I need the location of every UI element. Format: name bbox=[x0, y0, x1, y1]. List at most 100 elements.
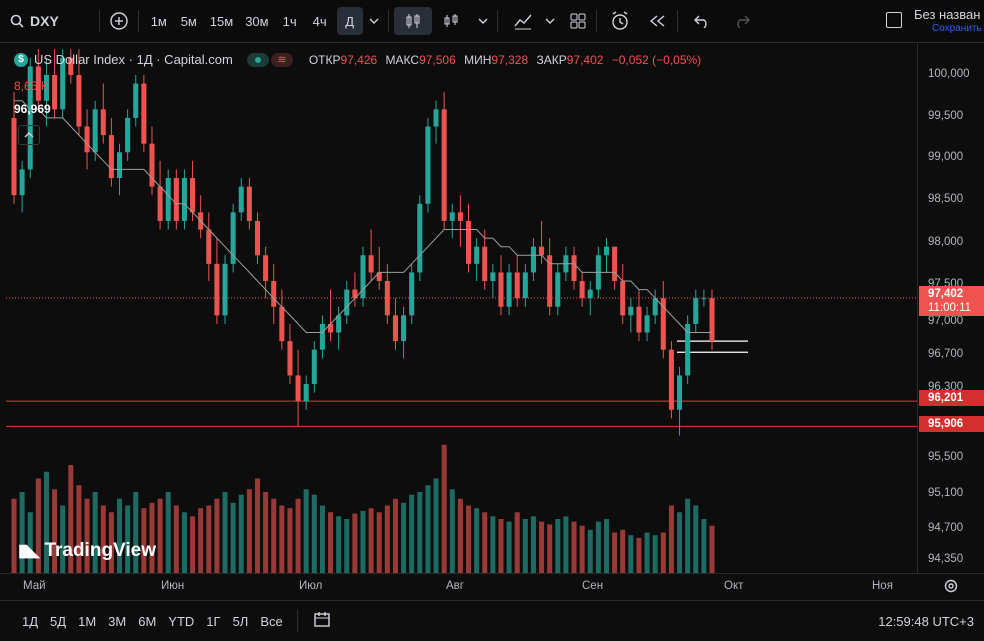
range-button-5[interactable]: YTD bbox=[168, 613, 195, 629]
volume-bar bbox=[271, 498, 277, 573]
time-label: Авг bbox=[446, 580, 464, 592]
time-axis[interactable]: Май Июн Июл Авг Сен Окт Ноя bbox=[0, 573, 984, 600]
candle-body bbox=[116, 152, 123, 179]
redo-button[interactable] bbox=[729, 7, 755, 35]
compare-button[interactable] bbox=[105, 7, 133, 35]
price-chart[interactable] bbox=[0, 43, 917, 573]
candle-body bbox=[644, 315, 650, 333]
candle-body bbox=[514, 272, 520, 299]
range-button-1[interactable]: 5Д bbox=[50, 613, 67, 629]
search-icon bbox=[10, 14, 24, 28]
timeframe-5[interactable]: 4ч bbox=[312, 13, 327, 29]
candle-body bbox=[84, 126, 90, 153]
volume-bar bbox=[76, 485, 82, 573]
volume-bar bbox=[425, 485, 431, 573]
time-label: Июл bbox=[299, 580, 323, 592]
clock-timezone[interactable]: 12:59:48 UTC+3 bbox=[878, 613, 974, 629]
volume-bar bbox=[165, 492, 171, 573]
timeframe-4[interactable]: 1ч bbox=[282, 13, 297, 29]
change-value: −0,052 (−0,05%) bbox=[611, 52, 702, 67]
indicators-dropdown[interactable] bbox=[541, 7, 559, 35]
current-price-tag: 97,402 11:00:11 bbox=[919, 286, 984, 316]
candle-body bbox=[587, 289, 593, 299]
alert-button[interactable] bbox=[606, 7, 634, 35]
symbol-name: DXY bbox=[30, 13, 59, 29]
volume-bar bbox=[311, 494, 317, 573]
bar-type-button[interactable] bbox=[438, 7, 464, 35]
candle-body bbox=[677, 375, 683, 410]
price-tick: 98,500 bbox=[928, 193, 964, 205]
volume-bar bbox=[336, 516, 342, 573]
range-button-8[interactable]: Все bbox=[260, 613, 283, 629]
volume-bar bbox=[555, 519, 561, 573]
volume-bar bbox=[352, 513, 358, 573]
time-label: Май bbox=[23, 580, 46, 592]
candle-body bbox=[287, 341, 293, 376]
goto-date-button[interactable] bbox=[313, 610, 331, 633]
volume-bar bbox=[620, 529, 626, 573]
volume-bar bbox=[579, 525, 585, 573]
range-button-4[interactable]: 6М bbox=[138, 613, 157, 629]
chart-pane[interactable] bbox=[0, 43, 917, 573]
volume-bar bbox=[644, 532, 650, 573]
high-label: МАКС bbox=[385, 52, 420, 67]
divider bbox=[387, 10, 389, 32]
volume-bar bbox=[319, 505, 325, 573]
layout-button[interactable] bbox=[565, 7, 591, 35]
timeframe-3[interactable]: 30м bbox=[245, 13, 269, 29]
volume-bar bbox=[668, 505, 674, 573]
timeframe-1[interactable]: 5м bbox=[180, 13, 197, 29]
chevron-down-icon bbox=[545, 18, 555, 24]
checkbox-icon[interactable] bbox=[886, 12, 902, 28]
volume-bar bbox=[287, 508, 293, 573]
volume-bar bbox=[230, 502, 236, 573]
candle-body bbox=[133, 83, 139, 118]
current-price-value: 97,402 bbox=[928, 288, 964, 300]
candle-body bbox=[230, 212, 236, 264]
range-button-7[interactable]: 5Л bbox=[232, 613, 249, 629]
volume-bar bbox=[295, 498, 301, 573]
range-button-6[interactable]: 1Г bbox=[206, 613, 221, 629]
price-tick: 95,500 bbox=[928, 451, 964, 463]
divider bbox=[296, 610, 298, 632]
candle-body bbox=[173, 178, 179, 221]
indicators-button[interactable] bbox=[509, 7, 537, 35]
candles-chart-type-button[interactable] bbox=[393, 7, 432, 35]
status-dot-icon bbox=[246, 52, 269, 67]
timeframe-0[interactable]: 1м bbox=[150, 13, 167, 29]
timeframe-dropdown[interactable] bbox=[365, 7, 383, 35]
candle-body bbox=[555, 272, 561, 307]
candle-body bbox=[628, 306, 634, 316]
collapse-legend-button[interactable] bbox=[18, 125, 40, 145]
volume-bar bbox=[409, 494, 415, 573]
candle-body bbox=[660, 298, 666, 350]
volume-bar bbox=[157, 498, 163, 573]
candle-body bbox=[328, 323, 334, 333]
close-label: ЗАКР bbox=[536, 52, 567, 67]
volume-bar bbox=[328, 512, 334, 573]
legend-title[interactable]: US Dollar Index · 1Д · Capital.com bbox=[34, 52, 233, 67]
chevron-up-icon bbox=[24, 132, 34, 138]
price-scale[interactable]: 100,000 99,500 99,000 98,500 98,000 97,500 97,… bbox=[917, 43, 984, 573]
settings-button[interactable] bbox=[943, 578, 959, 599]
timeframe-6[interactable]: Д bbox=[336, 7, 363, 35]
volume-bar bbox=[506, 521, 512, 573]
volume-bar bbox=[263, 492, 269, 573]
undo-button[interactable] bbox=[689, 7, 715, 35]
range-button-0[interactable]: 1Д bbox=[22, 613, 39, 629]
replay-button[interactable] bbox=[644, 7, 672, 35]
tradingview-logo[interactable]: ▮◣ TradingView bbox=[18, 540, 156, 562]
range-button-3[interactable]: 3М bbox=[108, 613, 127, 629]
candle-body bbox=[19, 169, 25, 196]
chart-type-dropdown[interactable] bbox=[474, 7, 492, 35]
candle-body bbox=[449, 212, 455, 221]
dollar-icon: $ bbox=[14, 52, 28, 67]
volume-bar bbox=[190, 516, 196, 573]
timeframe-2[interactable]: 15м bbox=[209, 13, 234, 29]
layout-title[interactable]: Без назван Сохранить bbox=[914, 8, 984, 36]
range-button-2[interactable]: 1М bbox=[78, 613, 97, 629]
symbol-search[interactable]: DXY bbox=[6, 7, 63, 35]
save-link[interactable]: Сохранить bbox=[932, 23, 982, 34]
candle-body bbox=[27, 66, 33, 170]
volume-bar bbox=[563, 516, 569, 573]
